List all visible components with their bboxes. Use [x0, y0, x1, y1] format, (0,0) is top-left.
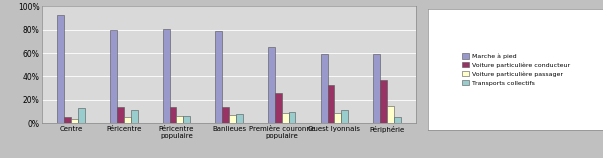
Bar [275, 93, 282, 123]
Bar [57, 15, 65, 123]
Bar [268, 47, 275, 123]
Bar [177, 116, 183, 123]
Bar [223, 107, 229, 123]
Bar [65, 117, 71, 123]
Bar [229, 115, 236, 123]
Bar [163, 29, 169, 123]
Bar [289, 112, 295, 123]
Bar [215, 31, 223, 123]
Bar [321, 54, 327, 123]
Bar [327, 85, 335, 123]
Bar [335, 113, 341, 123]
Bar [183, 116, 190, 123]
Bar [394, 117, 401, 123]
Bar [169, 107, 177, 123]
Bar [236, 114, 243, 123]
Bar [71, 118, 78, 123]
Legend: Marche à pied, Voiture particulière conducteur, Voiture particulière passager, T: Marche à pied, Voiture particulière cond… [459, 51, 572, 88]
Bar [341, 110, 348, 123]
Bar [131, 110, 137, 123]
Bar [110, 30, 117, 123]
Bar [282, 113, 289, 123]
Bar [117, 107, 124, 123]
Bar [387, 106, 394, 123]
Bar [78, 108, 85, 123]
Bar [373, 54, 380, 123]
Bar [380, 80, 387, 123]
Bar [124, 117, 131, 123]
